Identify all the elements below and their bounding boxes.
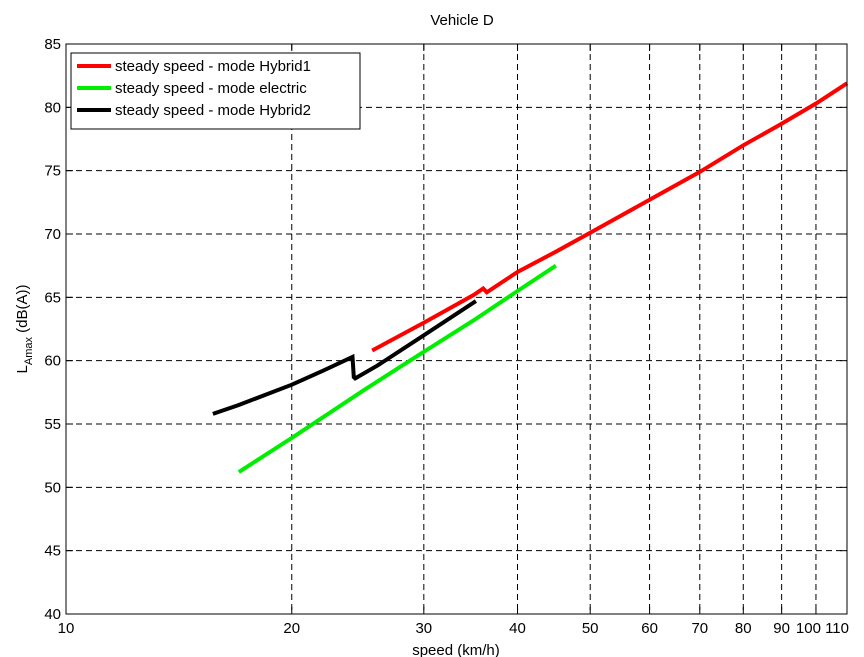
grid [66, 44, 847, 614]
x-tick-label: 110 [825, 620, 849, 637]
y-tick-label: 60 [44, 353, 61, 370]
y-tick-label: 55 [44, 416, 61, 433]
legend-label: steady speed - mode Hybrid2 [115, 102, 311, 119]
x-tick-label: 30 [415, 620, 432, 637]
x-tick-label: 90 [773, 620, 790, 637]
x-tick-label: 50 [582, 620, 599, 637]
chart-title: Vehicle D [430, 12, 494, 29]
series-line [371, 81, 849, 353]
y-tick-label: 70 [44, 226, 61, 243]
y-axis-label: LAmax (dB(A)) [14, 285, 35, 374]
x-tick-label: 20 [283, 620, 300, 637]
x-tick-labels: 10 20 30 40 50 60 70 80 90 100 110 [58, 620, 849, 637]
ticks [65, 43, 848, 615]
y-tick-label: 45 [44, 543, 61, 560]
y-axis-label-rest: (dB(A)) [14, 285, 31, 338]
legend-label: steady speed - mode Hybrid1 [115, 58, 311, 75]
y-tick-label: 50 [44, 479, 61, 496]
x-tick-label: 40 [509, 620, 526, 637]
x-axis-label: speed (km/h) [412, 642, 500, 657]
x-tick-label: 60 [641, 620, 658, 637]
y-tick-label: 80 [44, 99, 61, 116]
series-line [237, 264, 558, 474]
x-tick-label: 10 [58, 620, 75, 637]
series-layer [212, 81, 849, 474]
x-tick-label: 80 [735, 620, 752, 637]
x-tick-label: 70 [691, 620, 708, 637]
y-tick-labels: 40 45 50 55 60 65 70 75 80 85 [44, 36, 61, 623]
legend: steady speed - mode Hybrid1 steady speed … [70, 52, 361, 130]
y-axis-label-sub: Amax [23, 337, 35, 366]
y-axis-label-main: L [14, 365, 31, 373]
y-tick-label: 85 [44, 36, 61, 53]
y-tick-label: 40 [44, 606, 61, 623]
legend-box [70, 52, 361, 130]
x-tick-label: 100 [796, 620, 821, 637]
series-line [212, 299, 477, 416]
legend-label: steady speed - mode electric [115, 80, 307, 97]
y-tick-label: 65 [44, 289, 61, 306]
legend-items: steady speed - mode Hybrid1 steady speed … [77, 58, 311, 119]
y-tick-label: 75 [44, 163, 61, 180]
plot-frame [65, 43, 848, 615]
